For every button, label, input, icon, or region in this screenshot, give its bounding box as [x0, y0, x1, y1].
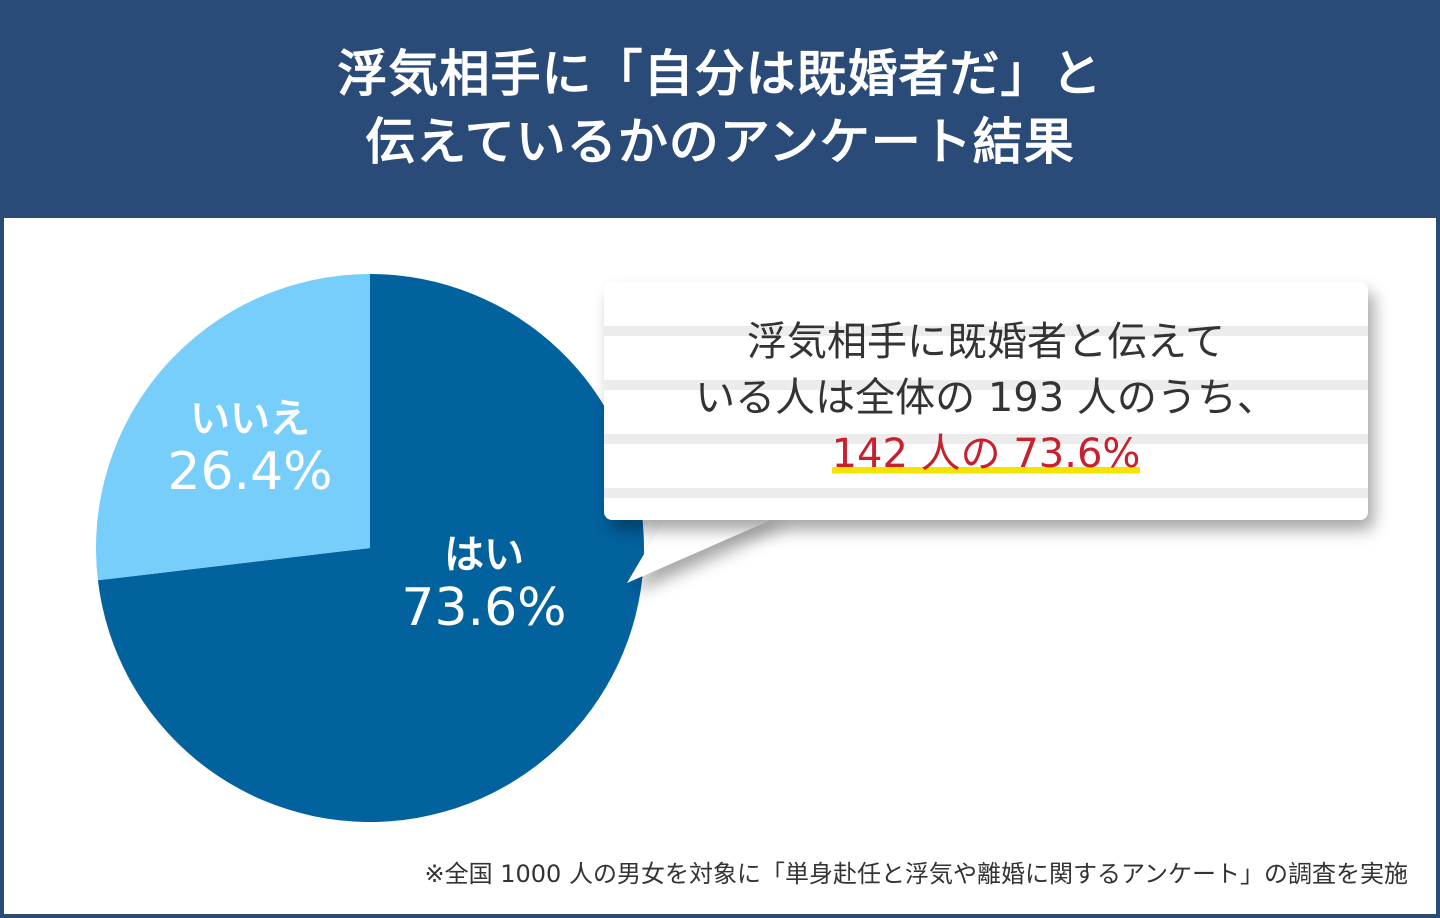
pie-slice-no	[96, 274, 370, 581]
pie-label-no: いいえ 26.4%	[150, 396, 350, 502]
survey-footnote: ※全国 1000 人の男女を対象に「単身赴任と浮気や離婚に関するアンケート」の調…	[424, 860, 1408, 888]
callout-box: 浮気相手に既婚者と伝えて いる人は全体の 193 人のうち、 142 人の 73…	[604, 282, 1368, 520]
pie-chart	[96, 274, 644, 822]
chart-title-line-1: 浮気相手に「自分は既婚者だ」と	[337, 45, 1103, 103]
callout-line-1: 浮気相手に既婚者と伝えて	[747, 319, 1225, 365]
callout-highlight: 142 人の 73.6%	[831, 431, 1141, 477]
pie-label-yes-percent: 73.6%	[401, 578, 567, 638]
pie-label-no-percent: 26.4%	[167, 442, 333, 502]
callout-line-2: いる人は全体の 193 人のうち、	[695, 375, 1277, 421]
callout-text: 浮気相手に既婚者と伝えて いる人は全体の 193 人のうち、 142 人の 73…	[604, 314, 1368, 482]
pie-label-yes: はい 73.6%	[384, 532, 584, 638]
pie-slice-yes	[97, 274, 644, 822]
chart-title-line-2: 伝えているかのアンケート結果	[365, 113, 1075, 171]
pie-label-yes-name: はい	[444, 532, 524, 578]
pie-label-no-name: いいえ	[190, 396, 310, 442]
chart-header: 浮気相手に「自分は既婚者だ」と 伝えているかのアンケート結果	[0, 0, 1440, 216]
callout-tail	[627, 515, 782, 583]
